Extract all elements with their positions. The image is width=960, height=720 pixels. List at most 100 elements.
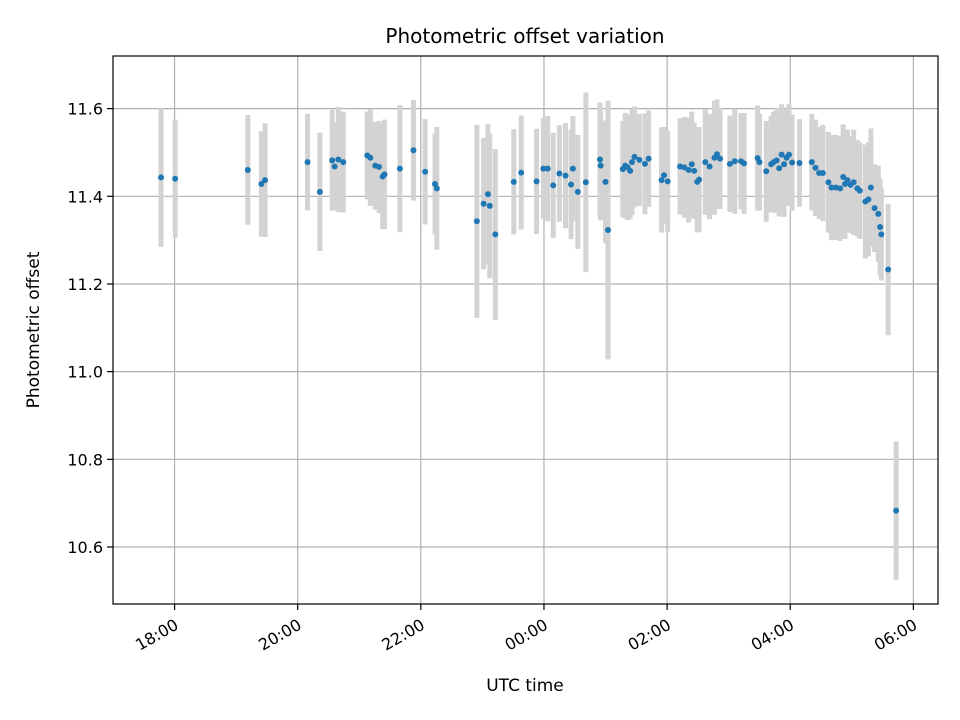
data-points xyxy=(158,147,900,514)
data-point xyxy=(641,160,648,167)
data-point xyxy=(658,177,665,184)
data-point xyxy=(877,223,884,230)
data-point xyxy=(812,164,819,171)
data-point xyxy=(335,156,342,163)
data-point xyxy=(844,177,851,184)
data-point xyxy=(878,231,885,238)
data-point xyxy=(786,151,793,158)
y-tick-label: 10.8 xyxy=(67,450,103,469)
data-point xyxy=(636,156,643,163)
data-point xyxy=(602,178,609,185)
data-point xyxy=(262,177,269,184)
y-tick-label: 11.2 xyxy=(67,275,103,294)
y-tick-label: 11.6 xyxy=(67,100,103,119)
data-point xyxy=(258,181,265,188)
data-point xyxy=(789,159,796,166)
data-point xyxy=(856,187,863,194)
data-point xyxy=(885,266,892,273)
data-point xyxy=(540,165,547,172)
data-point xyxy=(544,165,551,172)
data-point xyxy=(776,165,783,172)
data-point xyxy=(331,163,338,170)
data-point xyxy=(741,160,748,167)
data-point xyxy=(518,169,525,176)
data-point xyxy=(828,184,835,191)
data-point xyxy=(172,175,179,182)
y-axis-ticks: 10.6 10.8 11.0 11.2 11.4 11.6 xyxy=(67,100,113,557)
data-point xyxy=(486,202,493,209)
data-point xyxy=(316,188,323,195)
data-point xyxy=(473,218,480,225)
data-point xyxy=(702,159,709,166)
data-point xyxy=(582,179,589,186)
data-point xyxy=(422,168,429,175)
data-point xyxy=(717,155,724,162)
data-point xyxy=(763,168,770,175)
x-axis-label: UTC time xyxy=(486,676,564,696)
data-point xyxy=(893,507,900,514)
data-point xyxy=(726,160,733,167)
data-point xyxy=(596,156,603,163)
data-point xyxy=(706,163,713,170)
data-point xyxy=(664,178,671,185)
data-point xyxy=(510,178,517,185)
data-point xyxy=(696,176,703,183)
data-point xyxy=(605,227,611,234)
data-point xyxy=(778,151,785,158)
data-point xyxy=(681,164,688,171)
data-point xyxy=(713,151,720,158)
data-point xyxy=(781,161,788,168)
data-point xyxy=(871,205,878,212)
data-point xyxy=(562,172,569,179)
y-tick-label: 11.0 xyxy=(67,363,103,382)
data-point xyxy=(629,159,636,166)
data-point xyxy=(569,165,576,172)
data-point xyxy=(550,182,557,189)
data-point xyxy=(533,178,540,185)
data-point xyxy=(627,167,634,174)
data-point xyxy=(568,181,575,188)
data-point xyxy=(685,166,692,173)
data-point xyxy=(631,153,638,160)
data-point xyxy=(484,191,491,198)
data-point xyxy=(756,159,763,166)
data-point xyxy=(480,200,487,207)
data-point xyxy=(796,159,803,166)
data-point xyxy=(556,170,563,177)
data-point xyxy=(773,157,780,164)
data-point xyxy=(850,179,857,186)
data-point xyxy=(381,171,388,178)
data-point xyxy=(492,231,499,238)
data-point xyxy=(691,167,698,174)
y-tick-label: 11.4 xyxy=(67,187,103,206)
data-point xyxy=(158,174,165,181)
data-point xyxy=(875,210,882,217)
plot-frame xyxy=(112,55,939,605)
data-point xyxy=(367,154,374,161)
chart-title: Photometric offset variation xyxy=(385,24,664,48)
data-point xyxy=(244,166,251,173)
data-point xyxy=(731,158,738,165)
data-point xyxy=(645,155,652,162)
data-point xyxy=(410,147,417,154)
data-point xyxy=(865,196,872,203)
y-axis-label: Photometric offset xyxy=(24,251,44,408)
data-point xyxy=(340,159,347,166)
data-point xyxy=(840,173,847,180)
data-point xyxy=(304,159,311,166)
data-point xyxy=(837,185,844,192)
y-tick-label: 10.6 xyxy=(67,538,103,557)
data-point xyxy=(825,179,832,186)
data-point xyxy=(597,162,604,169)
data-point xyxy=(688,161,695,168)
data-point xyxy=(396,165,403,172)
data-point xyxy=(375,163,382,170)
data-point xyxy=(808,159,815,166)
data-point xyxy=(819,170,826,177)
data-point xyxy=(433,185,440,192)
data-point xyxy=(329,157,336,164)
data-point xyxy=(867,184,874,191)
data-point xyxy=(661,172,668,179)
